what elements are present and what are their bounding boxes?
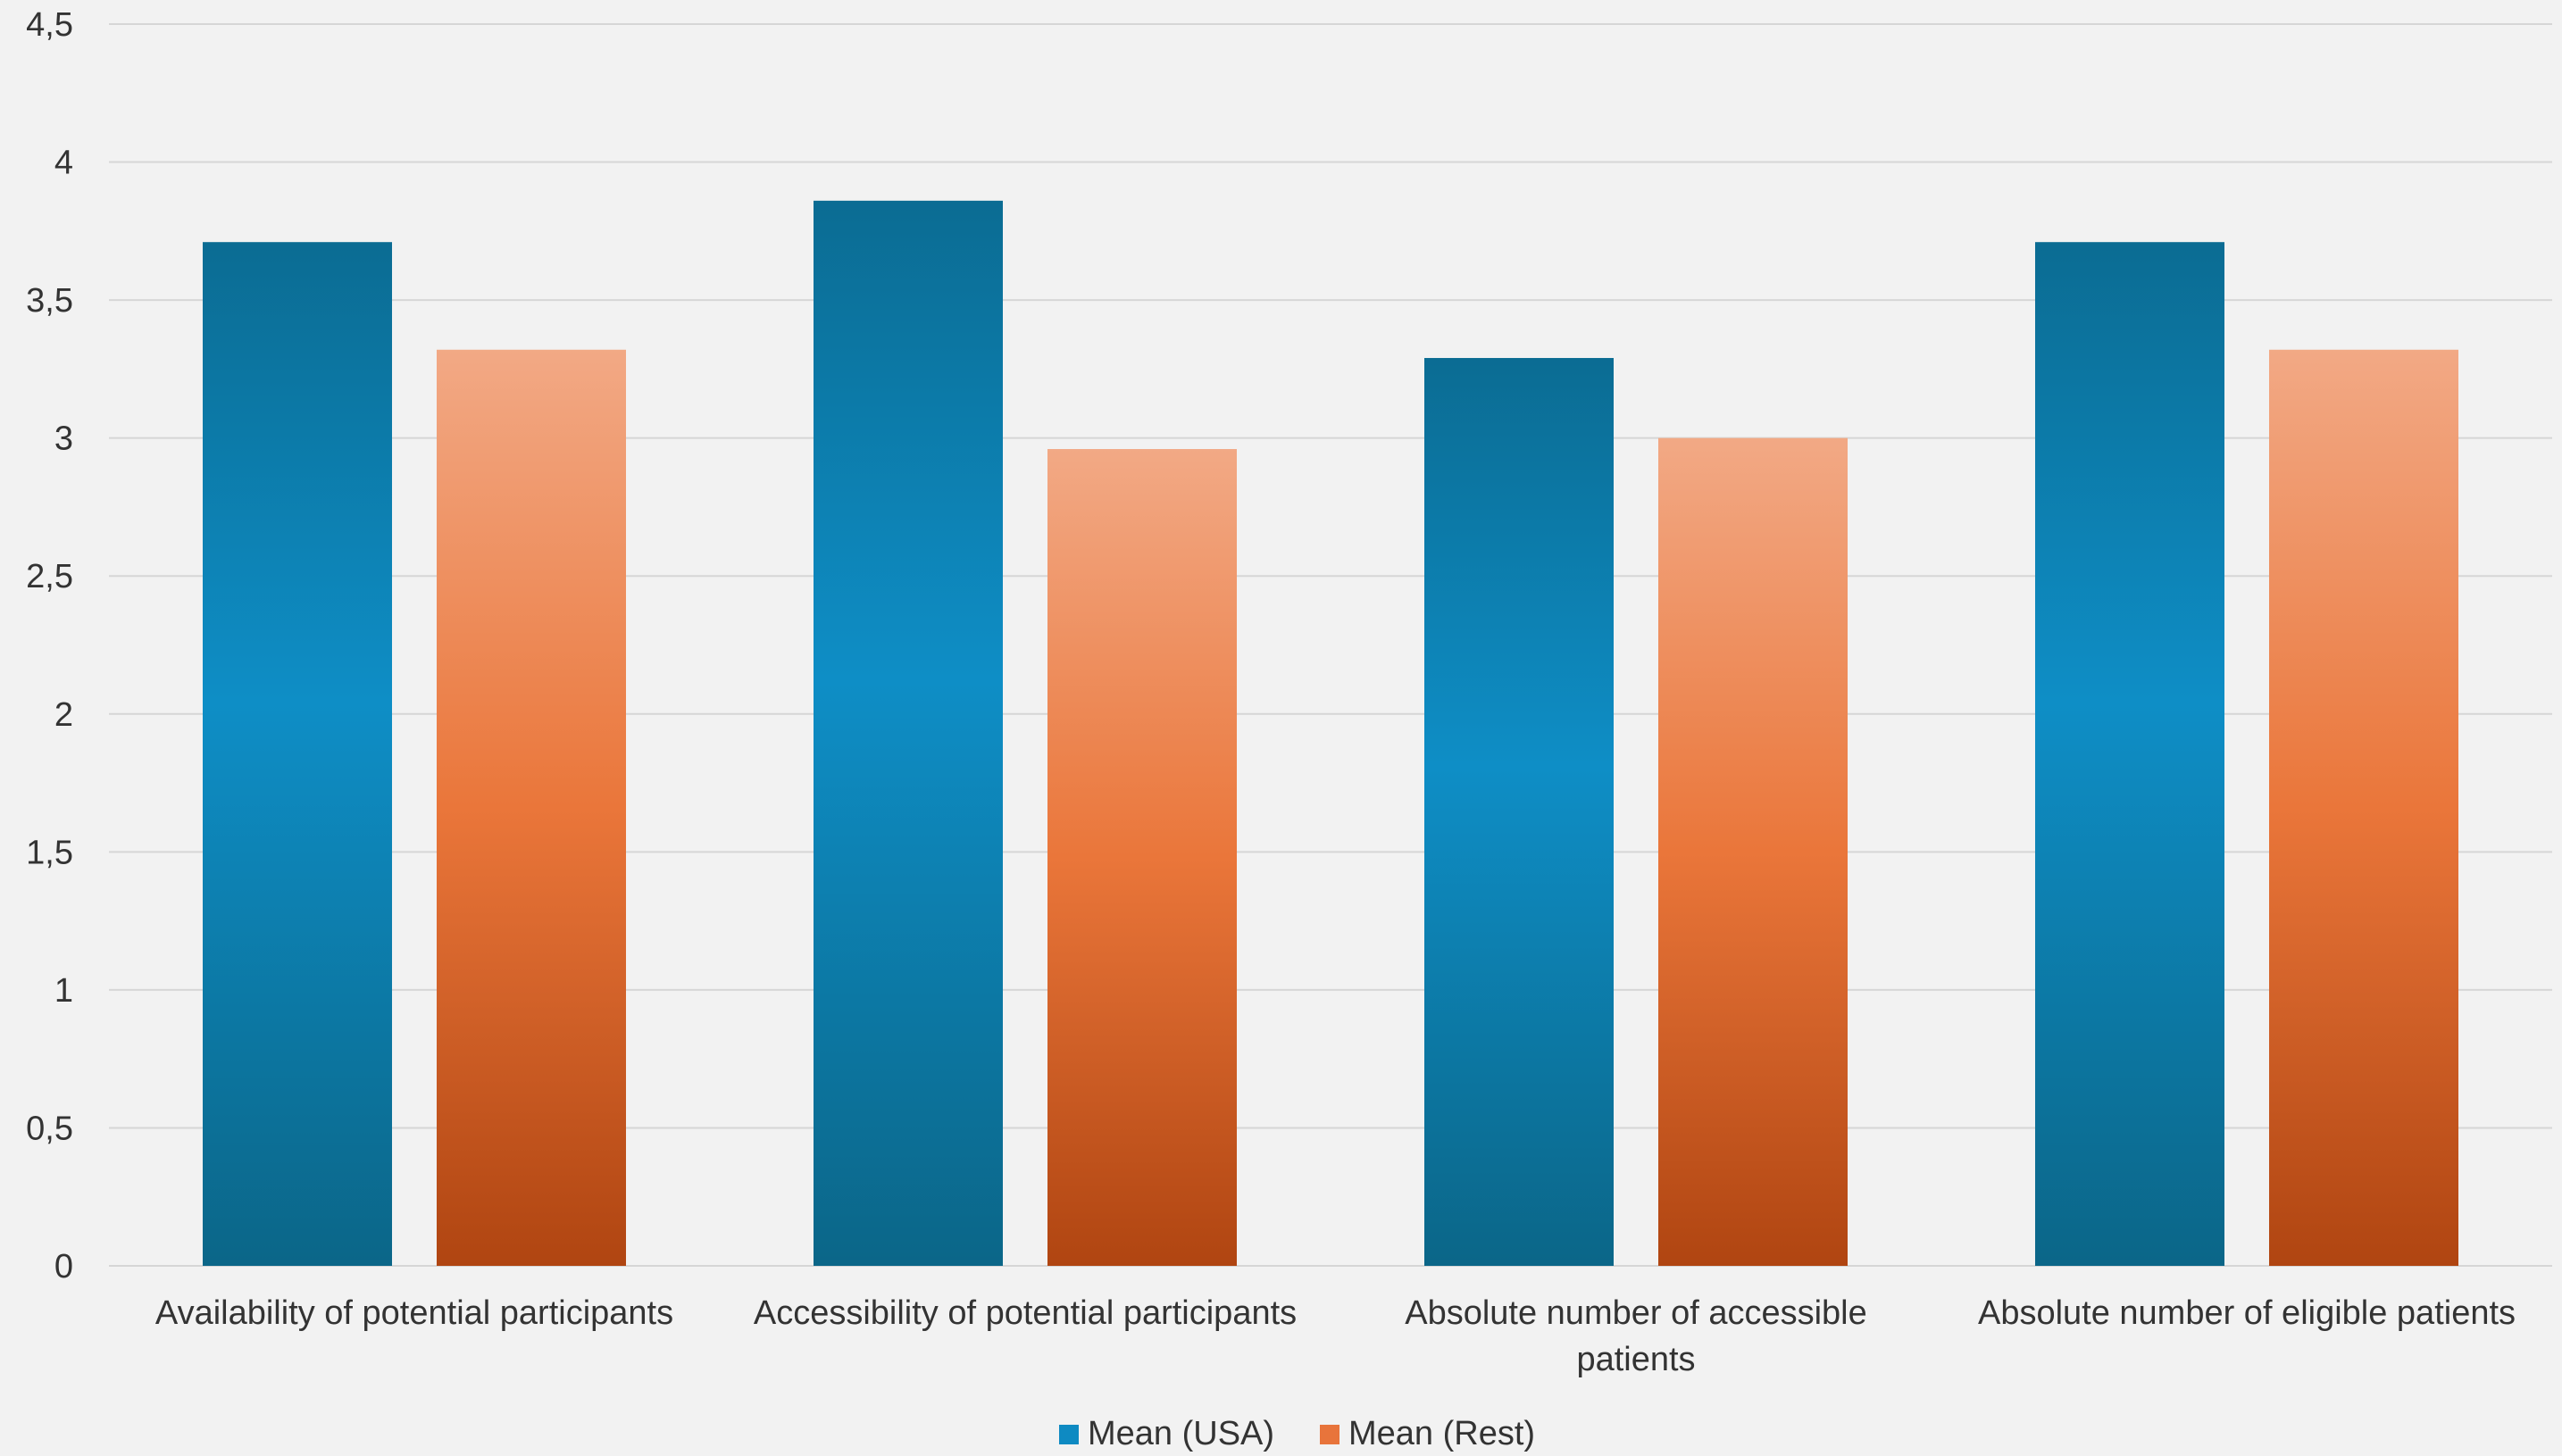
legend-swatch-rest [1320, 1425, 1339, 1444]
category-label: Absolute number of eligible patients [1978, 1294, 2516, 1332]
category-label: Accessibility of potential participants [754, 1294, 1297, 1332]
x-axis-categories: Availability of potential participants Ac… [155, 1294, 2516, 1378]
y-tick-label: 2 [54, 696, 73, 734]
category-label-line: Accessibility of potential participants [754, 1294, 1297, 1332]
category-label: Absolute number of accessible patients [1405, 1294, 1867, 1378]
legend-swatch-usa [1059, 1425, 1079, 1444]
bar-usa [814, 200, 1003, 1267]
bar-usa [2035, 242, 2224, 1267]
bar-rest [1658, 437, 1848, 1267]
y-tick-label: 4,5 [26, 6, 73, 44]
bar-usa [203, 242, 392, 1267]
bar-rest [1047, 449, 1237, 1266]
legend: Mean (USA) Mean (Rest) [1059, 1415, 1535, 1452]
y-tick-label: 2,5 [26, 558, 73, 595]
y-axis-ticks: 0 0,5 1 1,5 2 2,5 3 3,5 4 4,5 [26, 6, 73, 1285]
category-label: Availability of potential participants [155, 1294, 673, 1332]
legend-label: Mean (USA) [1088, 1415, 1274, 1452]
category-label-line: patients [1576, 1341, 1695, 1378]
y-tick-label: 3 [54, 420, 73, 458]
category-label-line: Absolute number of accessible [1405, 1294, 1867, 1332]
y-tick-label: 0 [54, 1248, 73, 1285]
y-tick-label: 3,5 [26, 282, 73, 320]
bars [203, 200, 2458, 1267]
bar-rest [2269, 349, 2458, 1266]
y-tick-label: 0,5 [26, 1110, 73, 1147]
bar-usa [1424, 358, 1614, 1267]
y-tick-label: 1 [54, 972, 73, 1010]
category-label-line: Absolute number of eligible patients [1978, 1294, 2516, 1332]
y-tick-label: 1,5 [26, 834, 73, 871]
category-label-line: Availability of potential participants [155, 1294, 673, 1332]
y-tick-label: 4 [54, 145, 73, 182]
bar-rest [437, 349, 626, 1266]
legend-label: Mean (Rest) [1348, 1415, 1535, 1452]
